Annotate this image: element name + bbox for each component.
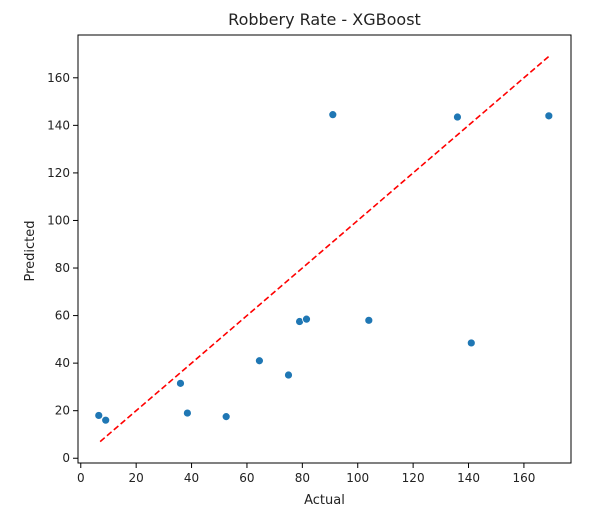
y-tick-label: 40 — [55, 356, 70, 370]
x-tick-label: 20 — [129, 471, 144, 485]
scatter-point — [255, 356, 264, 366]
x-tick-label: 140 — [457, 471, 480, 485]
y-tick-label: 140 — [47, 118, 70, 132]
x-axis-label: Actual — [304, 493, 345, 508]
scatter-point — [544, 111, 554, 121]
y-tick-label: 100 — [47, 213, 70, 227]
plot-area: 0 20 40 60 80 100 120 140 160 0 20 40 60 80 100 120 140 1… — [47, 34, 572, 485]
scatter-point — [466, 338, 476, 348]
chart-title: Robbery Rate - XGBoost — [228, 10, 421, 29]
x-tick-label: 80 — [295, 471, 310, 485]
scatter-point — [364, 315, 374, 325]
scatter-point — [94, 411, 104, 420]
scatter-point — [453, 112, 462, 122]
y-tick-label: 120 — [47, 166, 70, 180]
scatter-point — [176, 378, 185, 388]
scatter-point — [328, 110, 338, 120]
y-axis-label: Predicted — [23, 220, 38, 281]
x-tick-label: 40 — [184, 471, 199, 485]
y-tick-label: 60 — [55, 309, 70, 323]
x-tick-label: 60 — [239, 471, 254, 485]
y-tick-label: 80 — [55, 261, 70, 275]
y-tick-label: 160 — [47, 71, 70, 85]
scatter-point — [221, 412, 231, 422]
plot-frame — [77, 34, 572, 464]
x-tick-label: 120 — [402, 471, 425, 485]
scatter-point — [101, 415, 111, 425]
x-tick-label: 160 — [512, 471, 535, 485]
y-tick-label: 0 — [62, 451, 70, 465]
x-tick-label: 100 — [346, 471, 369, 485]
scatter-point — [302, 314, 311, 324]
y-tick-label: 20 — [55, 404, 70, 418]
scatter-point — [284, 370, 293, 380]
scatter-point — [183, 408, 192, 418]
x-tick-label: 0 — [77, 471, 85, 485]
